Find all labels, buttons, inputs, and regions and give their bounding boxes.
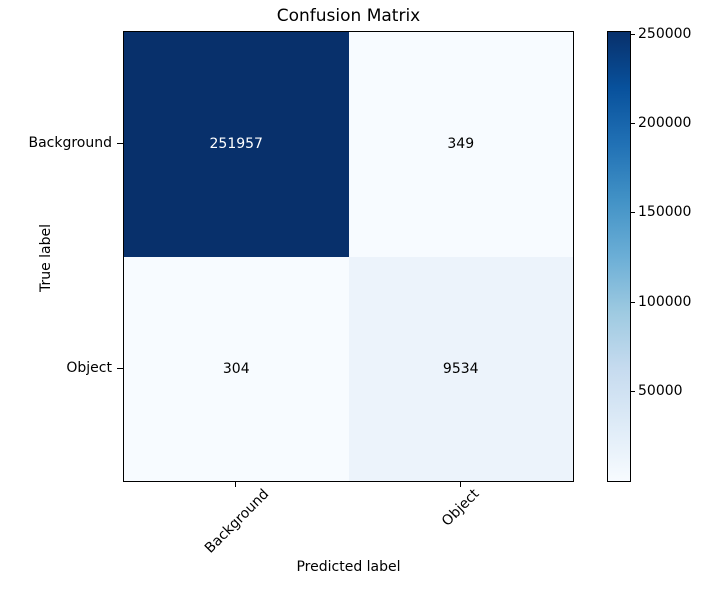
y-tick-label-object: Object (66, 360, 112, 376)
colorbar-tick-mark (630, 123, 635, 125)
matrix-cell-true-object-pred-background: 304 (124, 256, 349, 481)
cell-value: 349 (447, 136, 475, 153)
colorbar-tick-mark (630, 301, 635, 303)
x-axis-label: Predicted label (296, 559, 401, 575)
y-axis-label: True label (38, 223, 54, 293)
cell-value: 251957 (209, 136, 263, 153)
heatmap-plot-area: 251957 349 304 9534 (123, 31, 574, 482)
matrix-cell-true-background-pred-object: 349 (348, 32, 573, 257)
cell-value: 304 (222, 360, 250, 377)
colorbar-tick-label: 50000 (638, 382, 683, 399)
colorbar-tick-label: 100000 (638, 293, 692, 310)
colorbar-tick-label: 250000 (638, 25, 692, 42)
x-tick-mark-background (235, 482, 236, 487)
colorbar-tick-label: 200000 (638, 115, 692, 132)
y-tick-mark-background (117, 143, 123, 144)
cell-value: 9534 (442, 360, 479, 377)
x-tick-label-object: Object (438, 486, 483, 530)
chart-title: Confusion Matrix (276, 6, 421, 26)
matrix-cell-true-background-pred-background: 251957 (124, 32, 349, 257)
colorbar-gradient (607, 31, 631, 482)
matrix-cell-true-object-pred-object: 9534 (348, 256, 573, 481)
colorbar-tick-label: 150000 (638, 204, 692, 221)
colorbar-tick-mark (630, 390, 635, 392)
x-tick-mark-object (460, 482, 461, 487)
colorbar-tick-mark (630, 212, 635, 214)
y-tick-label-background: Background (28, 135, 112, 151)
x-tick-label-background: Background (201, 486, 273, 557)
y-tick-mark-object (117, 368, 123, 369)
colorbar-tick-mark (630, 33, 635, 35)
